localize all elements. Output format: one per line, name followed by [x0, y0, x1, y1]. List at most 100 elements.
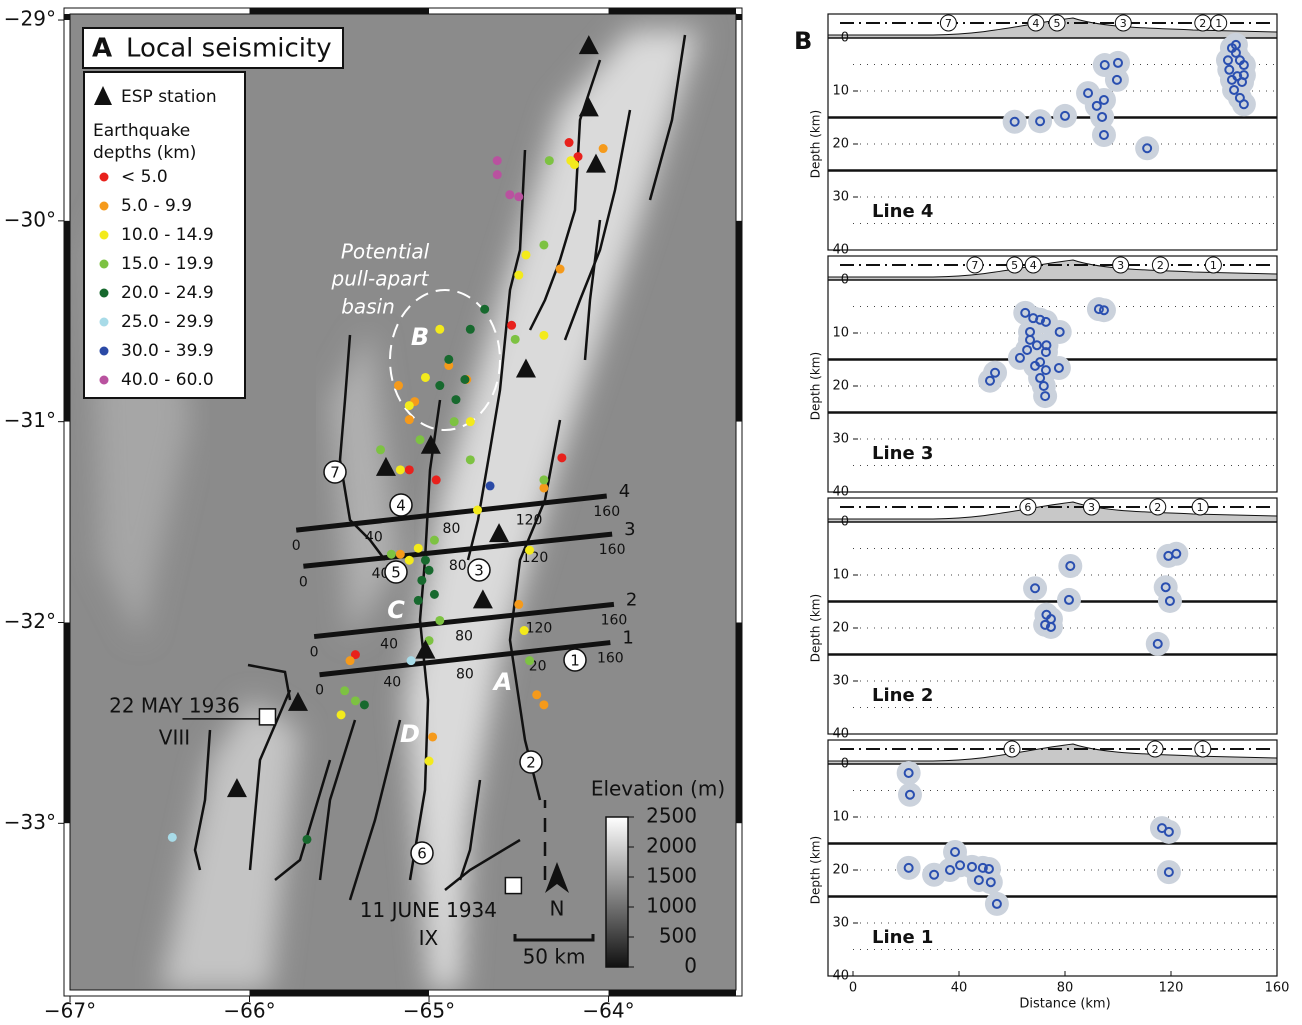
site-marker — [1114, 14, 1132, 32]
earthquake — [1226, 74, 1237, 85]
legend-swatch — [99, 259, 109, 269]
site-marker — [519, 750, 543, 774]
y-axis-label: Depth (km) — [809, 836, 823, 904]
earthquake — [302, 834, 312, 844]
earthquake — [1097, 111, 1108, 122]
earthquake — [1014, 352, 1025, 363]
earthquake — [903, 768, 914, 779]
site-marker — [1019, 498, 1037, 516]
earthquake — [521, 250, 531, 260]
station — [420, 434, 441, 454]
frame-bar — [64, 220, 70, 422]
legend-title: Earthquake — [93, 121, 190, 141]
earthquake — [1054, 326, 1065, 337]
y-tick-label: 40 — [832, 969, 849, 984]
frame-bar — [70, 990, 250, 996]
x-tick-label: 40 — [951, 981, 968, 996]
earthquake — [555, 264, 565, 274]
earthquake — [424, 565, 434, 575]
profile-line — [313, 601, 615, 640]
earthquake — [1045, 621, 1056, 632]
chart-title: Line 2 — [872, 685, 933, 706]
site-marker — [1112, 256, 1130, 274]
y-tick-label: 0 — [841, 273, 849, 288]
site-marker — [384, 560, 408, 584]
earthquake — [532, 690, 542, 700]
earthquake — [904, 789, 915, 800]
profile-distance: 0 — [299, 574, 308, 590]
earthquake — [336, 710, 346, 720]
earthquake — [1111, 74, 1122, 85]
legend-swatch — [99, 375, 109, 385]
earthquake — [1035, 314, 1046, 325]
site-marker — [1027, 14, 1045, 32]
cluster-shade — [1106, 50, 1130, 75]
chart-title: Line 4 — [872, 201, 933, 222]
stations — [226, 35, 606, 798]
site-label: 5 — [391, 564, 401, 582]
y-tick-label: 30 — [832, 674, 849, 689]
cluster-shade — [1231, 63, 1256, 88]
earthquake — [472, 505, 482, 515]
site-label: 6 — [1024, 501, 1031, 514]
legend-label: < 5.0 — [121, 167, 168, 187]
site-marker — [1024, 256, 1042, 274]
earthquake — [460, 374, 470, 384]
earthquake — [480, 304, 490, 314]
plot-frame — [827, 13, 1278, 251]
station — [578, 97, 599, 117]
site-marker — [1006, 256, 1024, 274]
earthquake — [966, 861, 977, 872]
profile-name: 3 — [624, 519, 635, 540]
site-marker — [389, 493, 413, 517]
site-label: 1 — [1199, 743, 1206, 756]
zone-label: A — [492, 668, 513, 696]
earthquake — [1040, 619, 1051, 630]
earthquake — [985, 877, 996, 888]
earthquake — [983, 863, 994, 874]
earthquake — [1229, 84, 1240, 95]
site-label: 2 — [1157, 259, 1164, 272]
profile-line — [319, 640, 611, 678]
cluster-shade — [1091, 122, 1116, 147]
cluster-shade — [978, 368, 1003, 393]
profile-name: 1 — [622, 628, 633, 649]
earthquake — [1040, 391, 1051, 402]
legend-label: 5.0 - 9.9 — [121, 196, 192, 216]
earthquake — [420, 372, 430, 382]
earthquake — [394, 381, 404, 391]
earthquake — [1031, 340, 1042, 351]
earthquake — [505, 190, 515, 200]
earthquake — [1030, 583, 1041, 594]
y-tick-label: 20 — [832, 137, 849, 152]
cluster-shade — [1091, 298, 1116, 323]
profile-name: 2 — [626, 589, 637, 610]
frame-bar — [64, 421, 70, 623]
title-box — [82, 27, 344, 69]
y-tick-label: 0 — [841, 515, 849, 530]
y-tick-label: 20 — [832, 379, 849, 394]
plot-frame — [827, 497, 1278, 735]
site-label: 1 — [570, 652, 580, 670]
site-label: 7 — [945, 17, 952, 30]
cluster-shade — [1034, 333, 1059, 358]
map-title: Local seismicity — [126, 34, 332, 64]
earthquake — [903, 862, 914, 873]
earthquake — [428, 732, 438, 742]
earthquake — [1164, 595, 1175, 606]
cluster-shade — [1053, 103, 1077, 128]
earthquake — [359, 700, 369, 710]
earthquake — [395, 549, 405, 559]
earthquake — [944, 865, 955, 875]
colorbar-title: Elevation (m) — [591, 777, 725, 801]
cluster-shade — [1090, 104, 1115, 129]
earthquake — [350, 650, 360, 660]
profile-line — [295, 493, 608, 533]
cluster-shade — [896, 761, 921, 786]
profile-distance: 120 — [526, 620, 553, 636]
colorbar-label: 1000 — [646, 894, 697, 918]
y-tick-label: −29° — [4, 7, 56, 31]
cluster-shade — [1023, 576, 1048, 601]
earthquake — [977, 862, 988, 873]
earthquake — [1171, 548, 1182, 559]
